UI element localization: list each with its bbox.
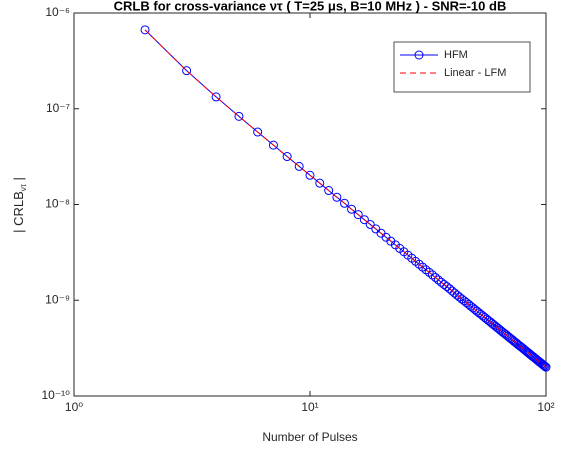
marker	[424, 267, 434, 277]
marker	[538, 360, 548, 370]
marker	[371, 224, 381, 234]
marker	[253, 127, 263, 137]
marker	[339, 198, 349, 208]
y-tick-label: 10⁻⁸	[45, 197, 70, 211]
marker	[421, 265, 431, 275]
marker	[282, 152, 292, 162]
marker	[359, 215, 369, 225]
marker	[539, 361, 549, 371]
marker	[324, 186, 334, 196]
y-axis-label: | CRLBντ |	[11, 177, 28, 233]
y-label-end: |	[11, 177, 26, 184]
y-label-sub: ντ	[19, 183, 28, 191]
legend-label: Linear - LFM	[444, 67, 506, 79]
legend-box	[393, 41, 531, 93]
marker	[442, 282, 452, 292]
y-tick-label: 10⁻⁶	[45, 5, 70, 19]
marker	[140, 25, 150, 35]
x-tick-label: 10²	[537, 400, 554, 414]
marker	[353, 210, 363, 220]
y-label-main: | CRLB	[11, 191, 26, 233]
marker	[347, 204, 357, 214]
marker	[234, 111, 244, 121]
marker	[294, 161, 304, 171]
chart-title: CRLB for cross-variance ντ ( T=25 μs, B=…	[114, 0, 507, 13]
marker	[433, 275, 443, 285]
x-axis-label: Number of Pulses	[262, 430, 357, 444]
x-tick-label: 10¹	[301, 400, 318, 414]
series-line	[144, 29, 547, 368]
y-tick-label: 10⁻¹⁰	[42, 388, 71, 402]
marker	[332, 192, 342, 202]
x-tick-label: 10⁰	[65, 400, 83, 414]
legend-label: HFM	[444, 49, 468, 61]
marker	[268, 140, 278, 150]
marker	[182, 66, 192, 76]
marker	[541, 362, 551, 372]
marker	[305, 170, 315, 180]
marker	[365, 219, 375, 229]
marker	[540, 361, 550, 371]
marker	[427, 270, 437, 280]
marker	[315, 178, 325, 188]
y-tick-label: 10⁻⁹	[45, 292, 70, 306]
y-tick-label: 10⁻⁷	[46, 101, 70, 115]
marker	[430, 272, 440, 282]
marker	[436, 277, 446, 287]
legend-marker	[414, 50, 424, 60]
marker	[211, 92, 221, 102]
